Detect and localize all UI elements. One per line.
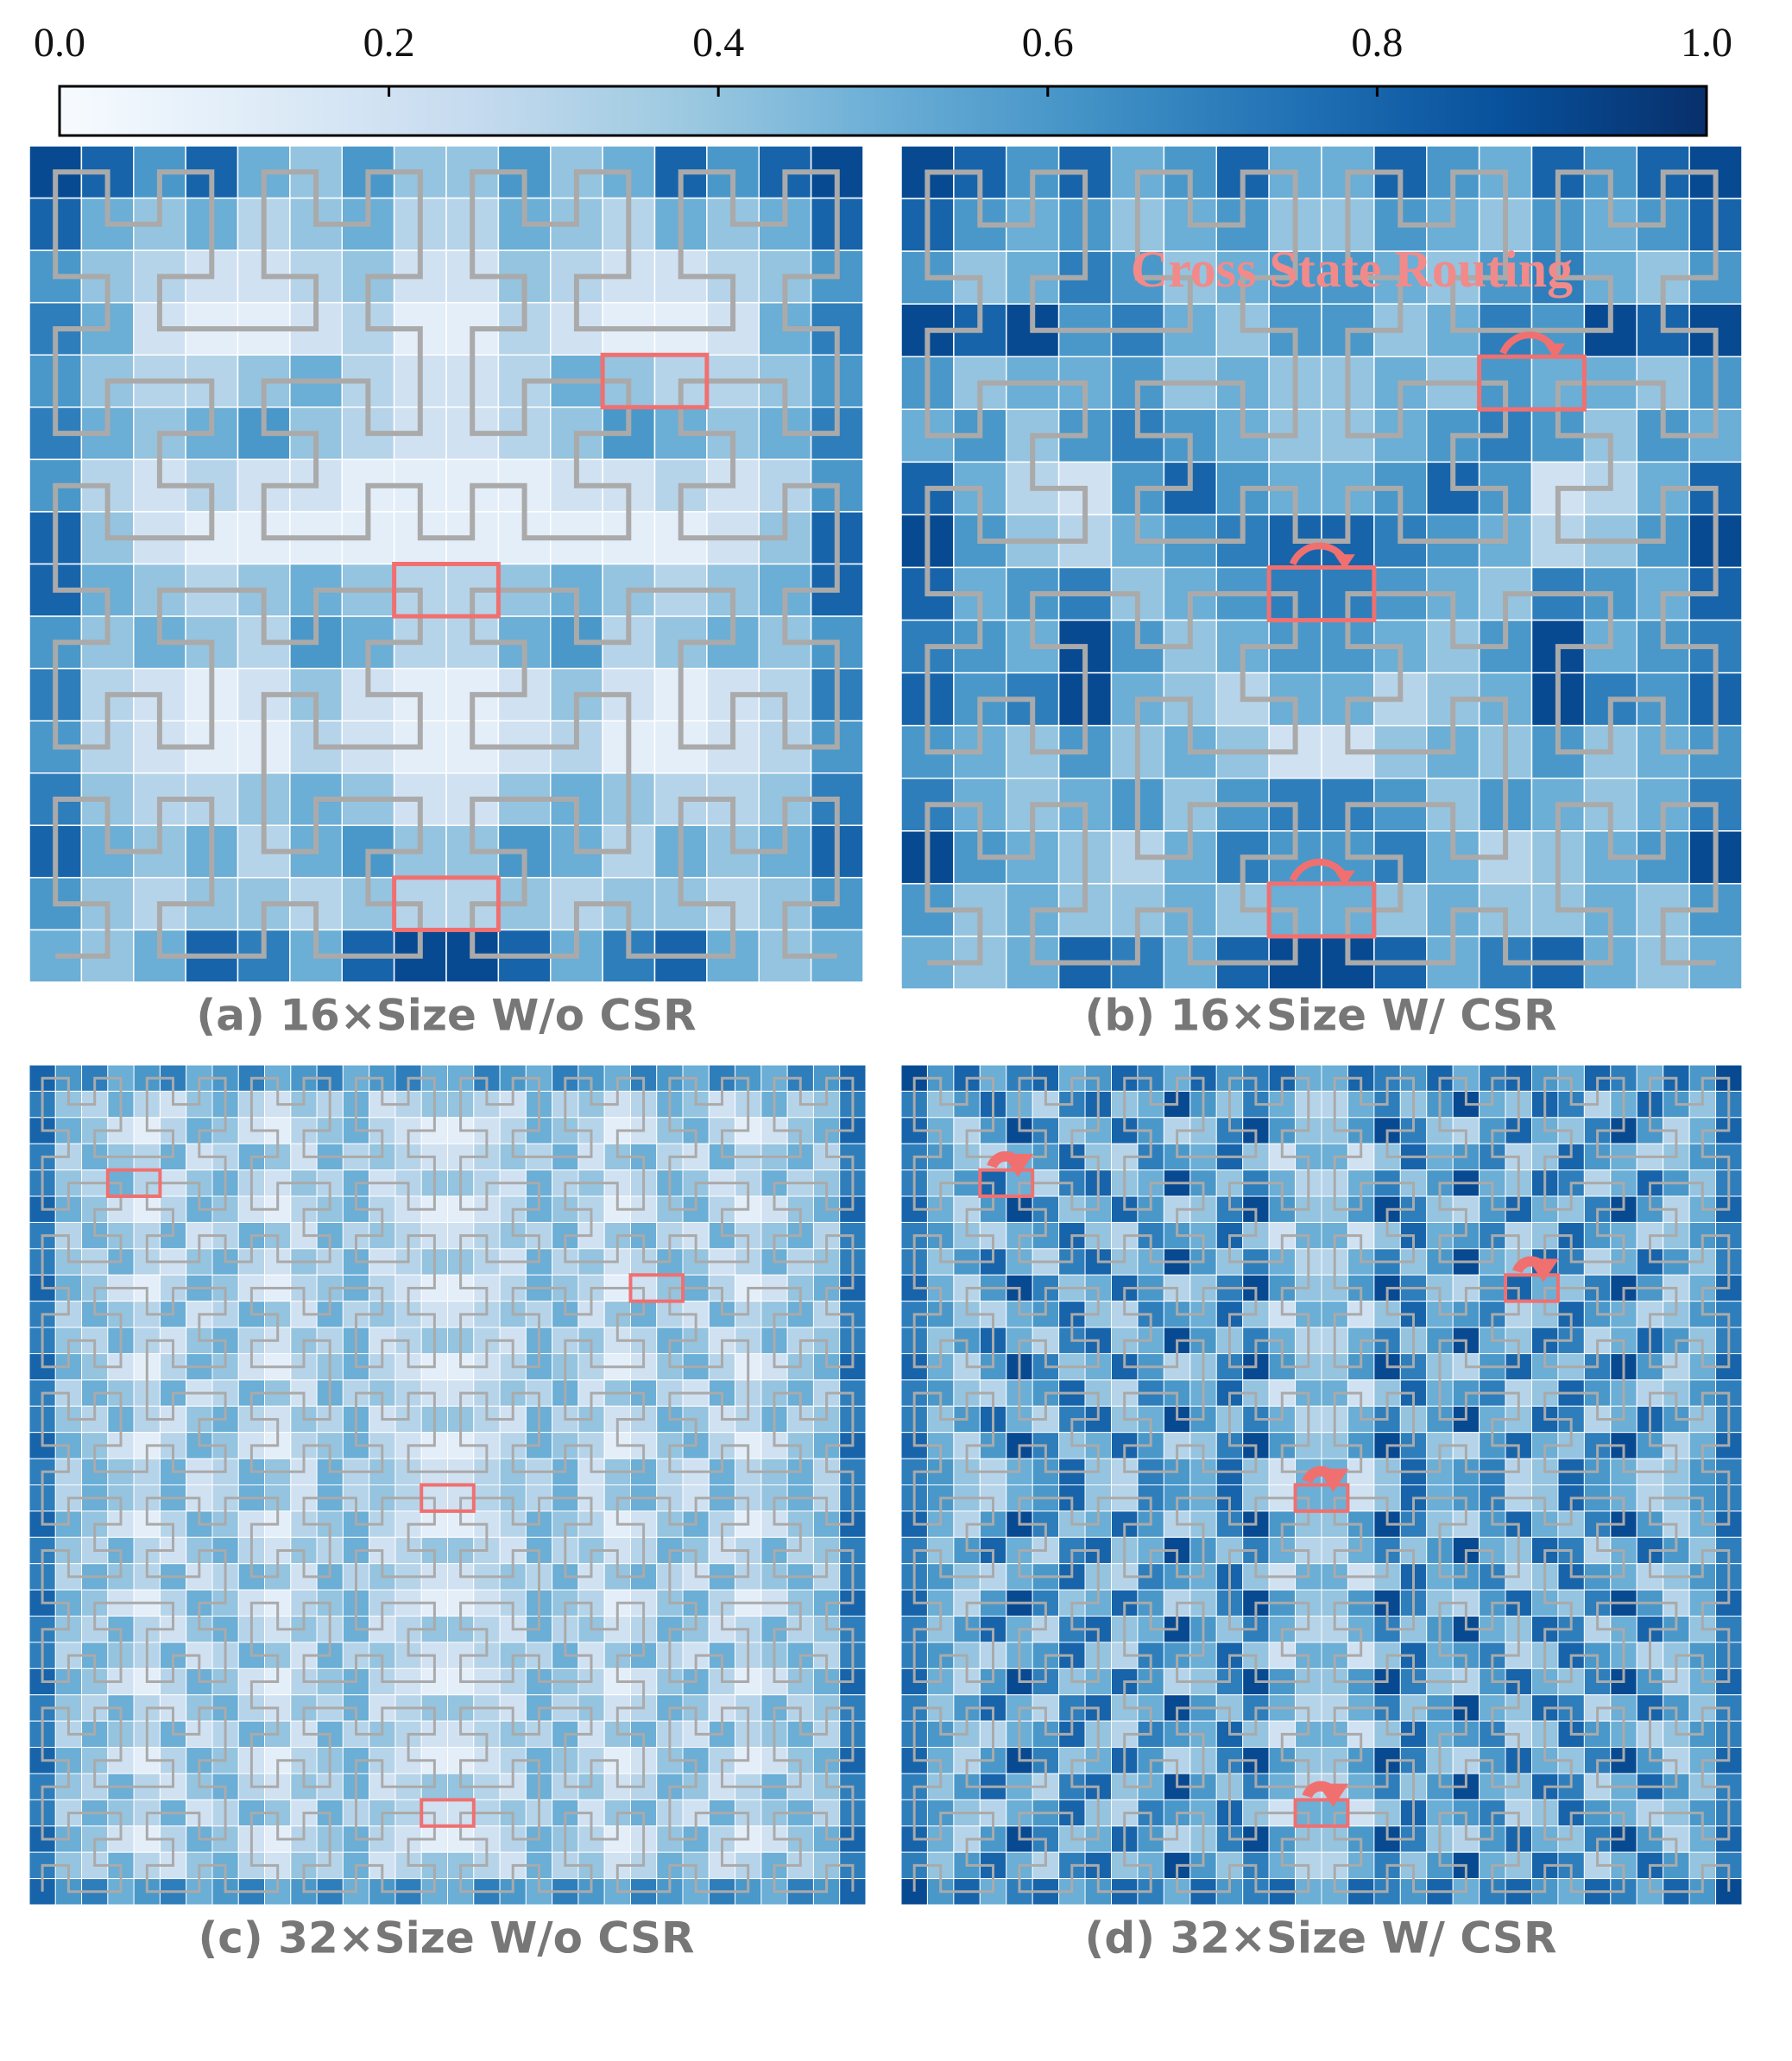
heatmap [28,145,864,983]
tick-label: 1.0 [1681,20,1732,66]
routing-arrowhead [1334,870,1355,886]
caption: (b) 16×Size W/ CSR [1085,991,1557,1041]
routing-arrow [1499,331,1558,355]
caption: (d) 32×Size W/ CSR [1085,1913,1557,1963]
caption: (c) 32×Size W/o CSR [198,1913,694,1963]
highlight-box [420,1798,476,1828]
routing-arrowhead [1317,1783,1349,1807]
tick-label: 0.4 [692,20,744,66]
highlight-box [1266,881,1377,939]
routing-arrowhead [1527,1258,1559,1283]
routing-arrow [1289,542,1348,566]
highlight-box [1504,1273,1560,1303]
routing-arrowhead [1002,1153,1034,1177]
highlight-box [420,1483,476,1513]
highlight-box [1293,1798,1350,1828]
routing-arrowhead [1317,1468,1349,1492]
tick-label: 0.0 [34,20,85,66]
tick-label: 0.8 [1351,20,1403,66]
highlight-box [392,562,501,619]
heatmap [900,1064,1743,1906]
tick-label: 0.6 [1022,20,1074,66]
highlight-box [628,1273,685,1303]
tick-label: 0.2 [363,20,415,66]
highlight-box [978,1168,1035,1199]
heatmap [28,1064,867,1906]
routing-arrowhead [1544,344,1566,360]
routing-arrowhead [1334,554,1355,570]
routing-arrow [1289,858,1348,882]
heatmap [900,145,1743,990]
highlight-box [105,1168,162,1199]
highlight-box [1477,354,1587,412]
highlight-box [1293,1483,1350,1513]
highlight-box [600,352,710,410]
highlight-box [392,875,501,932]
caption: (a) 16×Size W/o CSR [196,991,696,1041]
highlight-box [1266,565,1377,623]
colorbar [58,85,1708,137]
annotation: Cross State Routing [1131,241,1573,298]
